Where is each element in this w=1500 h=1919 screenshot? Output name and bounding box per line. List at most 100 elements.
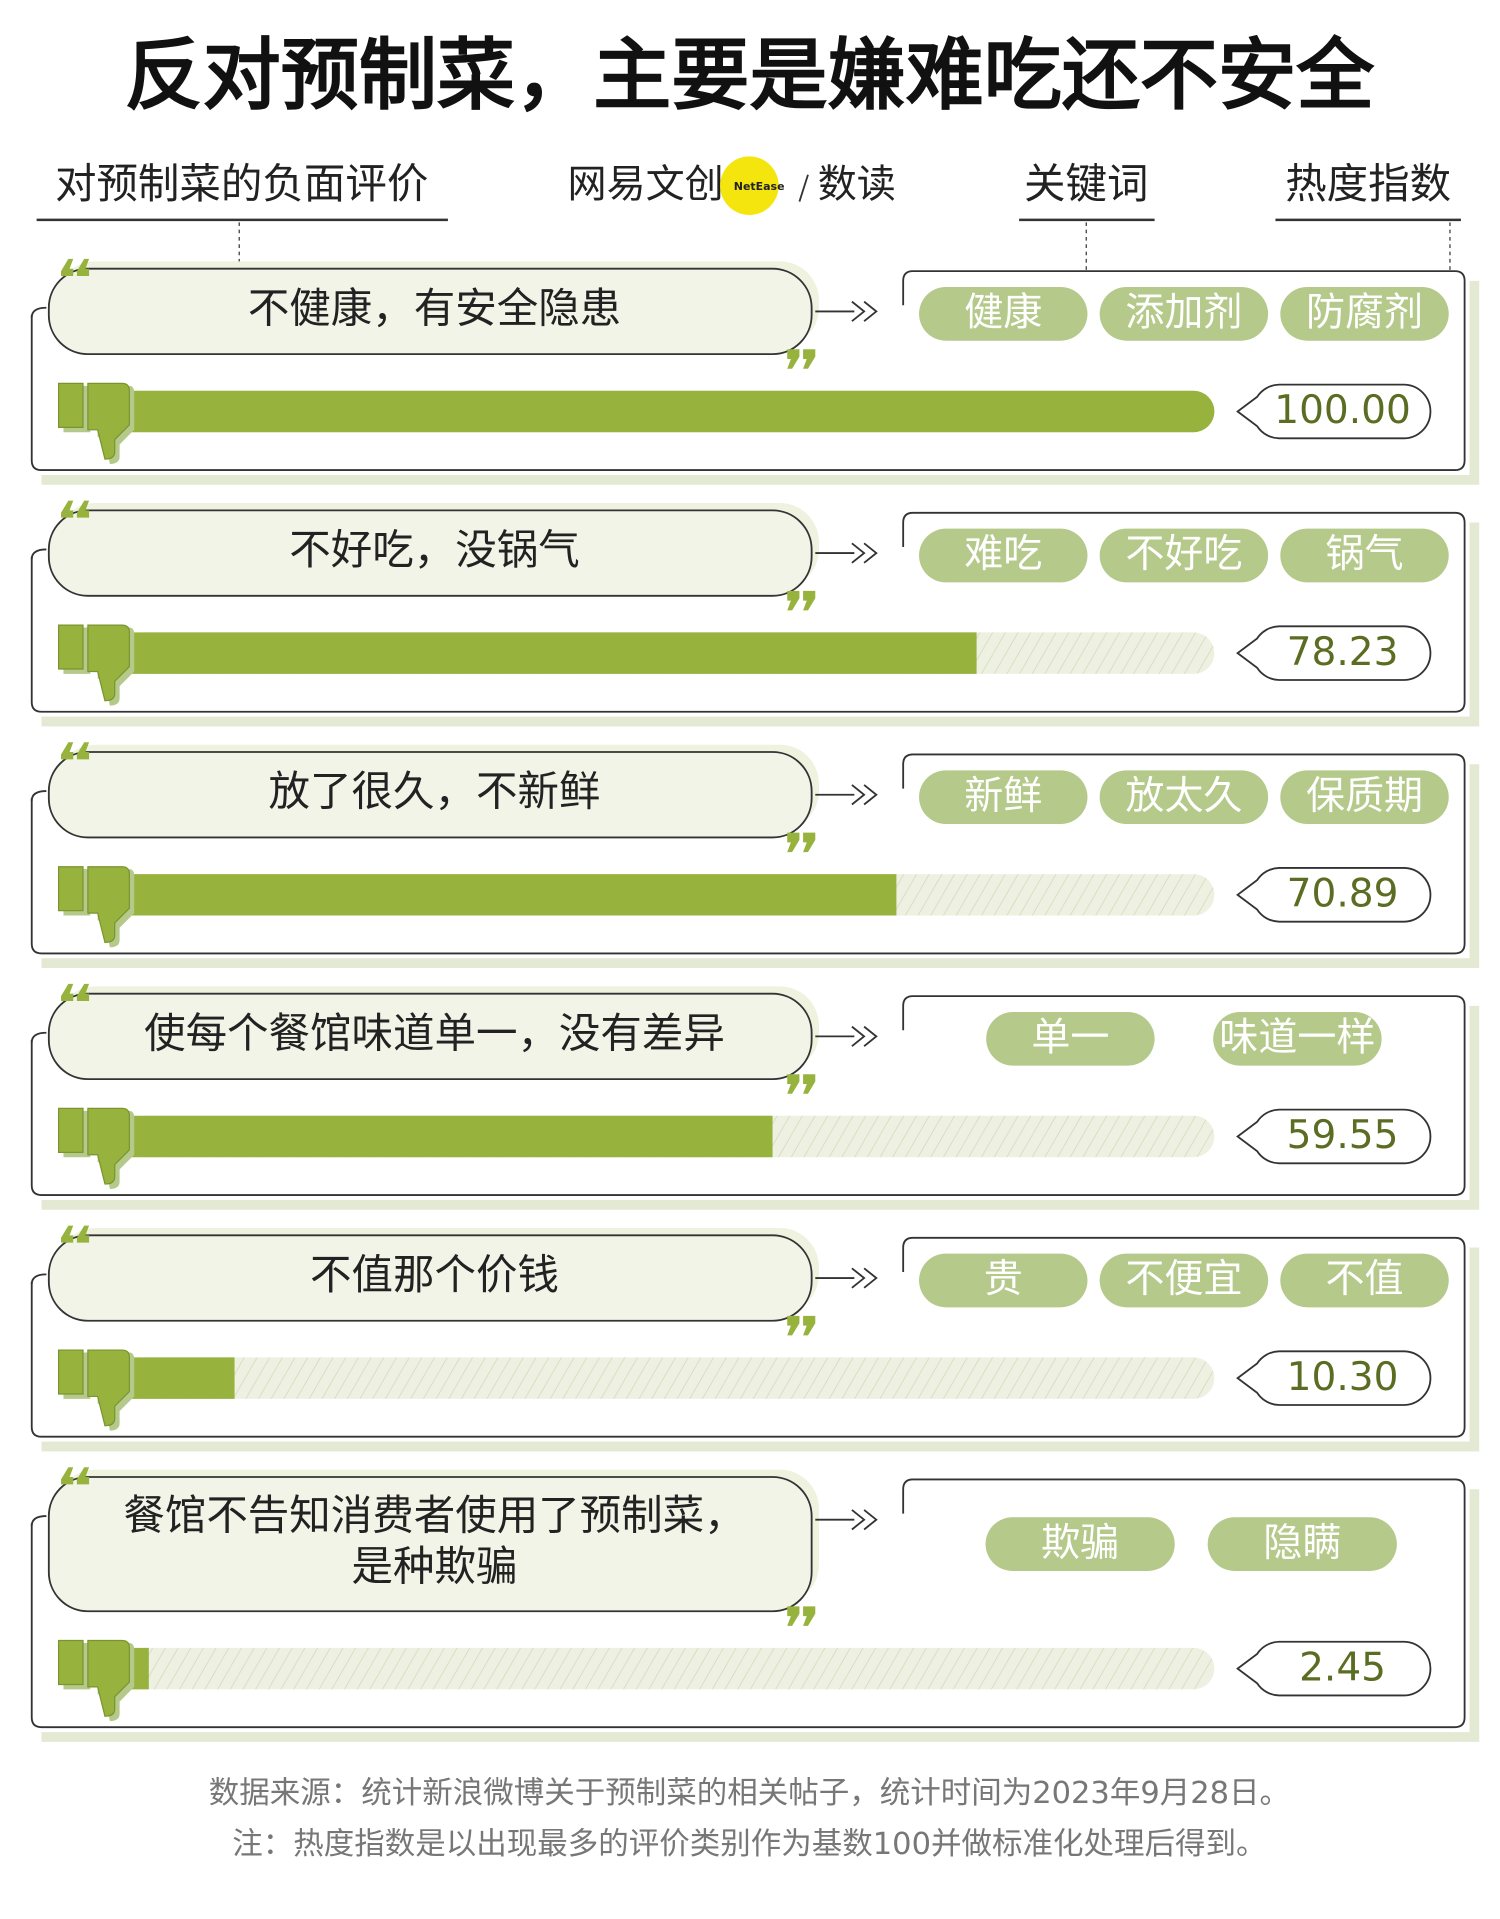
keyword: 贵 [984, 1257, 1023, 1302]
panel-shadow [41, 280, 1480, 485]
keyword: 保质期 [1306, 774, 1423, 819]
keyword: 不好吃 [1125, 532, 1242, 577]
source: 数据来源：统计新浪微博关于预制菜的相关帖子，统计时间为2023年9月28日。 [209, 1776, 1290, 1811]
keyword: 欺骗 [1041, 1521, 1119, 1566]
quote-bubble [47, 1234, 813, 1322]
quote-mark [61, 1467, 90, 1485]
category-label: 餐馆不告知消费者使用了预制菜，是种欺骗 [123, 1490, 745, 1590]
value-label: 10.30 [1287, 1355, 1399, 1400]
panel-shadow [41, 1005, 1480, 1210]
panel-frame-left [30, 1515, 47, 1526]
keyword-pill [1207, 1517, 1397, 1571]
panel-shadow [41, 522, 1480, 727]
keyword: 不值 [1325, 1257, 1403, 1302]
quote-mark [61, 1225, 90, 1243]
chart-title: 反对预制菜，主要是嫌难吃还不安全 [125, 30, 1376, 121]
quote-mark [787, 349, 816, 369]
value-label: 59.55 [1287, 1113, 1399, 1158]
keyword: 放太久 [1125, 774, 1242, 819]
panel-shadow [41, 1489, 1480, 1742]
keyword-pill [919, 528, 1088, 583]
keyword-pill [985, 1517, 1175, 1571]
arrow [815, 1509, 878, 1531]
bar [122, 1115, 773, 1158]
quote-mark [61, 258, 90, 277]
value-pill [1236, 1640, 1432, 1697]
value-label: 78.23 [1287, 630, 1399, 675]
arrow [815, 1267, 878, 1289]
quote-mark [787, 1074, 816, 1094]
brand-circle [720, 156, 779, 215]
keyword-header: 关键词 [1024, 159, 1148, 208]
quote-mark [787, 832, 816, 853]
keyword-pill [1099, 528, 1269, 583]
thumb-icon [57, 624, 130, 702]
quote-bubble [47, 751, 813, 839]
quote-mark [61, 500, 90, 518]
keyword: 锅气 [1325, 532, 1403, 577]
bar [122, 874, 897, 916]
category-label: 不健康，有安全隐患 [248, 283, 621, 332]
quote-mark [787, 590, 816, 611]
keyword-pill [1280, 528, 1449, 583]
value-header: 热度指数 [1285, 159, 1451, 208]
keyword: 单一 [1031, 1016, 1109, 1061]
bar [122, 390, 1215, 433]
quote-bubble [47, 509, 813, 597]
arrow [815, 300, 878, 322]
brand-badge: NetEase [734, 180, 785, 193]
keyword-pill [1213, 1011, 1382, 1066]
panel-frame-left [30, 790, 47, 801]
value-label: 70.89 [1287, 872, 1399, 917]
quote-mark [787, 1606, 816, 1626]
thumb-icon [57, 382, 130, 460]
bar-track [122, 1357, 1215, 1399]
keyword: 隐瞒 [1263, 1521, 1341, 1566]
brand: 网易文创 [568, 162, 724, 207]
quote-mark [787, 1315, 816, 1336]
arrow [815, 542, 878, 564]
panel-frame-left [30, 1031, 47, 1043]
category-label: 不值那个价钱 [310, 1250, 559, 1299]
keyword: 健康 [964, 291, 1042, 336]
quote-mark [61, 983, 90, 1001]
keyword: 不便宜 [1125, 1257, 1242, 1302]
bar [122, 1357, 235, 1399]
keyword-pill [986, 1011, 1155, 1066]
keyword: 味道一样 [1219, 1016, 1375, 1061]
keyword-pill [1280, 287, 1449, 341]
quote-bubble [47, 1476, 813, 1613]
keyword-pill [1099, 1253, 1269, 1308]
bar [122, 632, 977, 674]
keyword-pill [1099, 770, 1269, 825]
value-pill [1236, 1108, 1432, 1165]
category-label: 使每个餐馆味道单一，没有差异 [144, 1008, 725, 1057]
thumb-icon [57, 1639, 130, 1717]
note: 注：热度指数是以出现最多的评价类别作为基数100并做标准化处理后得到。 [232, 1827, 1266, 1862]
category-label: 不好吃，没锅气 [289, 525, 579, 574]
brand-slash [798, 174, 809, 202]
keyword-pill [919, 770, 1088, 825]
quote-mark [61, 742, 90, 760]
category-header: 对预制菜的负面评价 [55, 159, 428, 208]
keyword-pill [1280, 770, 1449, 825]
panel-frame-left [30, 548, 47, 560]
arrow [815, 784, 878, 806]
panel-shadow [41, 1247, 1480, 1452]
brand-sub: 数读 [818, 162, 896, 207]
value-label: 100.00 [1274, 388, 1411, 433]
value-pill [1236, 1350, 1432, 1406]
thumb-icon [57, 1107, 130, 1185]
keyword-pill [1280, 1253, 1449, 1308]
panel-frame-left [30, 1273, 47, 1285]
keyword: 防腐剂 [1306, 291, 1423, 336]
value-label: 2.45 [1299, 1645, 1386, 1690]
keyword-pill [919, 1253, 1088, 1308]
category-label: 放了很久，不新鲜 [269, 767, 601, 816]
panel-frame-left [30, 306, 47, 318]
value-pill [1236, 383, 1432, 440]
thumb-icon [57, 1349, 130, 1427]
value-pill [1236, 625, 1432, 681]
quote-bubble [47, 267, 813, 356]
